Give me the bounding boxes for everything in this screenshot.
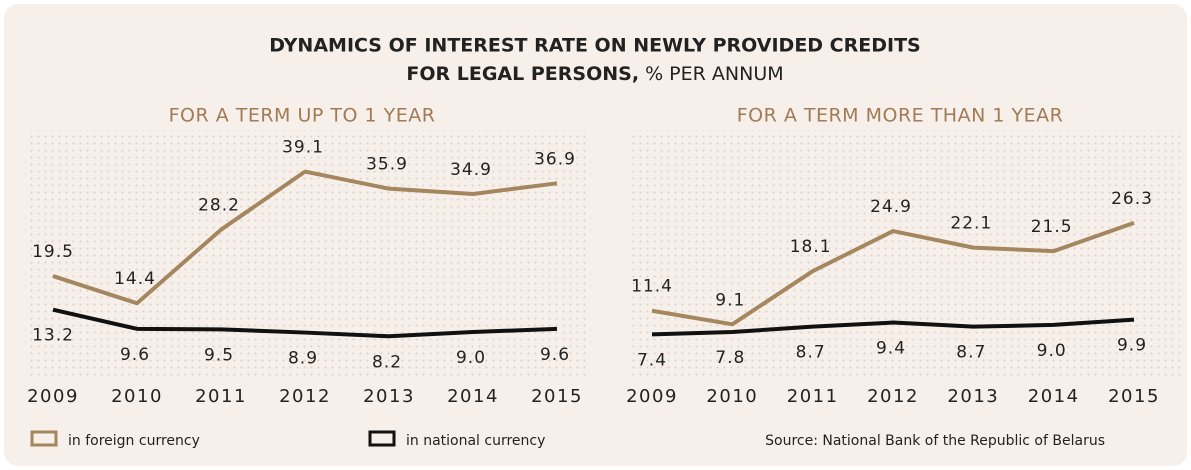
- legend-swatch: [368, 430, 396, 447]
- x-tick-label: 2013: [947, 386, 999, 407]
- x-tick-label: 2015: [1108, 386, 1160, 407]
- series-line: [52, 307, 558, 339]
- data-label: 9.6: [540, 345, 570, 365]
- data-label: 11.4: [631, 277, 673, 297]
- x-tick-label: 2010: [111, 386, 163, 407]
- data-label: 19.5: [32, 242, 74, 262]
- title-line2: FOR LEGAL PERSONS, % PER ANNUM: [406, 63, 783, 85]
- data-label: 35.9: [366, 155, 408, 175]
- data-label: 22.1: [950, 214, 992, 234]
- chart-subtitle: FOR A TERM UP TO 1 YEAR: [169, 105, 436, 127]
- source: Source: National Bank of the Republic of…: [765, 433, 1105, 449]
- data-label: 8.7: [956, 343, 986, 363]
- legend-label: in national currency: [406, 433, 545, 449]
- title: DYNAMICS OF INTEREST RATE ON NEWLY PROVI…: [269, 35, 920, 57]
- x-tick-label: 2014: [447, 386, 499, 407]
- title-unit: % PER ANNUM: [645, 63, 784, 85]
- data-label: 28.2: [198, 196, 240, 216]
- data-label: 9.5: [204, 345, 234, 365]
- data-label: 14.4: [114, 269, 156, 289]
- data-label: 9.0: [456, 348, 486, 368]
- x-tick-label: 2015: [531, 386, 583, 407]
- x-tick-label: 2011: [787, 386, 839, 407]
- title: FOR LEGAL PERSONS,: [406, 63, 639, 85]
- data-label: 8.9: [288, 349, 318, 369]
- data-label: 9.9: [1117, 336, 1147, 356]
- x-tick-label: 2009: [626, 386, 678, 407]
- chart-subtitle: FOR A TERM MORE THAN 1 YEAR: [737, 105, 1064, 127]
- x-tick-label: 2014: [1028, 386, 1080, 407]
- legend-swatch: [30, 430, 58, 447]
- series-line: [52, 169, 558, 306]
- data-label: 18.1: [790, 237, 832, 257]
- data-label: 24.9: [870, 197, 912, 217]
- data-label: 8.2: [372, 352, 402, 372]
- data-label: 9.0: [1037, 341, 1067, 361]
- data-label: 34.9: [450, 160, 492, 180]
- data-label: 21.5: [1031, 217, 1073, 237]
- data-label: 9.1: [715, 290, 745, 310]
- data-label: 8.7: [796, 343, 826, 363]
- x-tick-label: 2010: [706, 386, 758, 407]
- series-line: [651, 220, 1135, 327]
- data-label: 39.1: [282, 138, 324, 158]
- data-label: 9.4: [876, 339, 906, 359]
- series-line: [651, 317, 1135, 337]
- data-label: 7.4: [637, 350, 667, 370]
- data-label: 9.6: [120, 345, 150, 365]
- data-label: 7.8: [715, 348, 745, 368]
- x-tick-label: 2011: [195, 386, 247, 407]
- x-tick-label: 2012: [867, 386, 919, 407]
- data-label: 36.9: [534, 149, 576, 169]
- legend-label: in foreign currency: [68, 433, 200, 449]
- x-tick-label: 2012: [279, 386, 331, 407]
- data-label: 26.3: [1111, 189, 1153, 209]
- x-tick-label: 2013: [363, 386, 415, 407]
- data-label: 13.2: [32, 326, 74, 346]
- dot-pattern: [28, 130, 588, 378]
- x-tick-label: 2009: [27, 386, 79, 407]
- dot-pattern: [628, 130, 1180, 378]
